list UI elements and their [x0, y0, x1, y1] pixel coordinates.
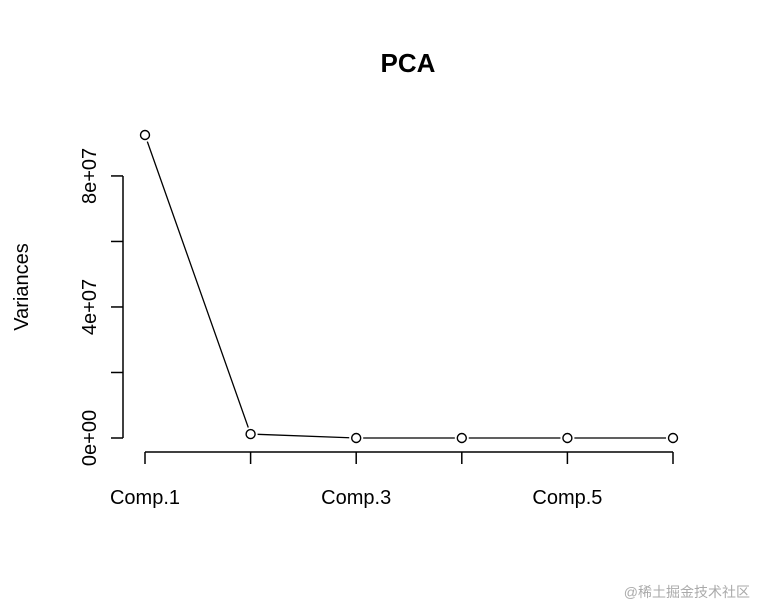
point: [456, 432, 467, 444]
chart-title: PCA: [381, 48, 436, 78]
y-axis-label: Variances: [11, 243, 33, 330]
point: [139, 129, 151, 141]
point: [245, 428, 256, 440]
x-tick-label: Comp.3: [321, 487, 391, 509]
x-tick-label: Comp.1: [110, 487, 180, 509]
y-tick-label: 4e+07: [79, 279, 101, 335]
point: [562, 432, 573, 444]
x-tick-label: Comp.5: [532, 487, 602, 509]
watermark: @稀土掘金技术社区: [624, 584, 750, 600]
point: [667, 432, 679, 444]
point: [351, 432, 362, 444]
y-tick-label: 0e+00: [79, 410, 101, 466]
y-tick-label: 8e+07: [79, 148, 101, 204]
line: [144, 134, 673, 439]
